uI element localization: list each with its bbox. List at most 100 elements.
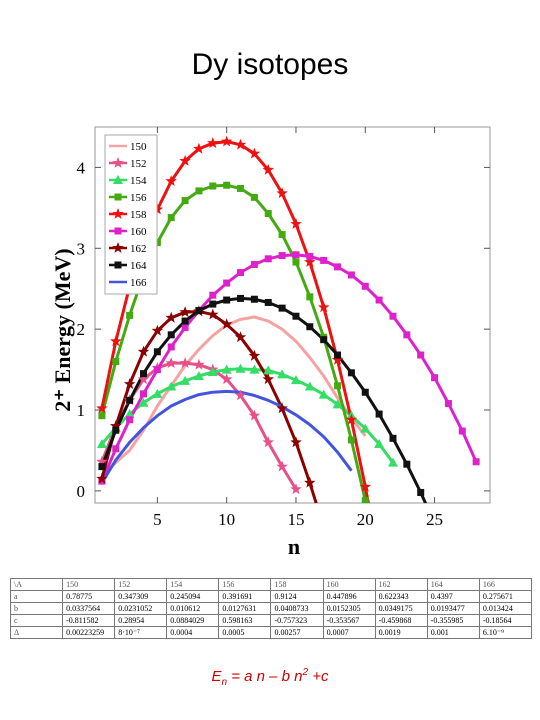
data-point-164: [98, 463, 106, 471]
legend-label: 166: [130, 277, 147, 289]
x-tick-label: 25: [426, 510, 443, 529]
data-point-162: [179, 306, 191, 317]
formula-middle: = a n – b n: [227, 668, 303, 685]
data-point-154: [249, 364, 260, 374]
data-point-164: [223, 296, 231, 304]
data-point-158: [248, 147, 261, 159]
data-point-164: [306, 323, 314, 331]
data-point-154: [277, 369, 288, 379]
table-cell: 0.78775: [62, 590, 116, 603]
data-point-162: [290, 436, 302, 448]
table-cell: 0.0127631: [218, 602, 272, 615]
data-point-162: [304, 476, 316, 488]
data-point-160: [458, 427, 466, 435]
legend-label: 160: [130, 226, 147, 238]
data-point-158: [345, 413, 358, 425]
table-row: Δ 0.00223259 8·10⁻⁷ 0.0004 0.0005 0.00257 0.00…: [9, 626, 533, 639]
table-cell: 0.0019: [374, 626, 428, 639]
data-point-160: [431, 374, 439, 382]
data-point-154: [387, 457, 398, 467]
data-point-164: [320, 336, 328, 344]
legend-marker-160: [114, 227, 122, 235]
data-point-154: [96, 438, 107, 448]
data-point-160: [237, 269, 245, 277]
table-cell: 0.28954: [114, 614, 168, 627]
data-point-164: [375, 410, 383, 418]
legend-label: 158: [130, 209, 147, 221]
table-header-cell: 158: [270, 578, 324, 591]
data-point-152: [179, 357, 191, 368]
data-point-160: [375, 296, 383, 304]
data-point-164: [195, 307, 203, 315]
legend-label: 162: [130, 243, 147, 255]
data-point-152: [276, 460, 288, 472]
data-point-156: [361, 497, 369, 503]
data-point-160: [250, 260, 258, 268]
table-cell: 6.10⁻⁹: [478, 626, 533, 639]
data-point-158: [276, 187, 288, 199]
table-cell: -0.353567: [322, 614, 376, 627]
legend-marker-162: [112, 242, 124, 253]
legend-marker-164: [114, 261, 122, 269]
data-point-160: [472, 458, 480, 466]
table-row-label: c: [9, 614, 64, 627]
data-point-158: [373, 554, 384, 560]
data-point-162: [248, 349, 261, 361]
data-point-156: [223, 181, 231, 189]
data-point-164: [264, 298, 272, 306]
table-header-cell: 162: [374, 578, 428, 591]
table-header-cell: 156: [218, 578, 272, 591]
data-point-162: [234, 331, 247, 343]
data-point-154: [360, 423, 371, 433]
data-point-154: [180, 375, 191, 385]
data-point-156: [126, 311, 134, 319]
page-title: Dy isotopes: [191, 48, 349, 81]
data-point-156: [347, 436, 355, 444]
table-row-label: Δ: [9, 626, 64, 639]
data-point-162: [207, 308, 219, 320]
data-point-158: [110, 335, 122, 347]
formula: En = a n – b n2 +c: [0, 667, 540, 688]
data-point-158: [331, 353, 344, 365]
series-line-160: [100, 253, 478, 482]
table-cell: 0.0337564: [62, 602, 116, 615]
x-tick-label: 15: [287, 510, 304, 529]
data-point-152: [137, 373, 150, 385]
data-point-162: [276, 402, 288, 414]
data-point-160: [181, 324, 189, 332]
data-point-160: [209, 291, 217, 299]
table-header-cell: 160: [322, 578, 376, 591]
table-cell: 0.0193477: [426, 602, 480, 615]
data-point-154: [304, 381, 315, 391]
data-point-152: [234, 389, 247, 401]
table-cell: -0.18564: [478, 614, 533, 627]
table-cell: 0.0005: [218, 626, 272, 639]
legend: 150 152 154 156 158 160 162 164 166: [104, 134, 158, 295]
legend-marker-158: [112, 208, 124, 219]
data-point-154: [124, 409, 135, 419]
data-point-160: [264, 255, 272, 263]
formula-sub: n: [221, 677, 228, 688]
table-cell: -0.459868: [374, 614, 428, 627]
data-point-152: [165, 357, 177, 368]
data-point-152: [96, 455, 108, 467]
data-point-154: [263, 365, 274, 375]
data-point-164: [167, 331, 175, 339]
data-point-158: [262, 163, 274, 175]
table-header-cell: 164: [426, 578, 480, 591]
table-cell: 0.001: [426, 626, 480, 639]
table-cell: 0.00223259: [62, 626, 116, 639]
data-point-156: [237, 184, 245, 192]
table-row: b 0.0337564 0.0231052 0.010612 0.0127631 0.04…: [9, 602, 533, 615]
data-point-158: [193, 142, 205, 154]
y-axis-label: 2⁺ Energy (MeV): [50, 248, 75, 411]
data-point-156: [195, 187, 203, 195]
x-tick-label: 20: [357, 510, 374, 529]
data-point-154: [152, 388, 163, 398]
data-point-164: [278, 304, 286, 312]
table-cell: 0.391691: [218, 590, 272, 603]
data-point-164: [209, 300, 217, 308]
data-point-160: [223, 279, 231, 287]
data-point-154: [318, 389, 329, 399]
plot-frame: [94, 126, 491, 504]
